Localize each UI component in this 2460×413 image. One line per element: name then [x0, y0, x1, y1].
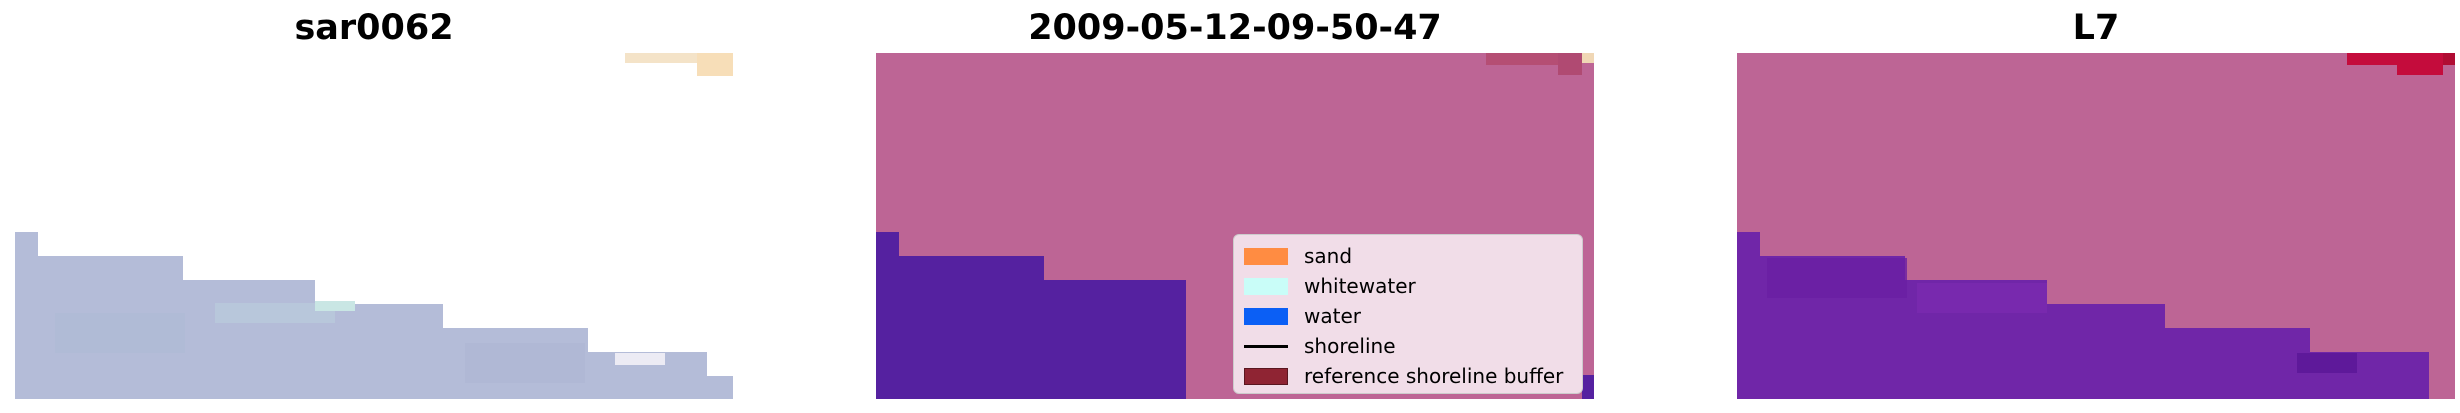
legend: sand whitewater water shoreline referenc… — [1233, 234, 1583, 394]
legend-item-reference-buffer: reference shoreline buffer — [1244, 361, 1572, 391]
legend-item-whitewater: whitewater — [1244, 271, 1572, 301]
legend-label: shoreline — [1304, 334, 1396, 358]
l7-image — [1737, 53, 2455, 399]
satellite-image — [15, 53, 733, 399]
panel-title: 2009-05-12-09-50-47 — [1028, 8, 1442, 48]
legend-label: reference shoreline buffer — [1304, 364, 1564, 388]
legend-item-water: water — [1244, 301, 1572, 331]
legend-item-shoreline: shoreline — [1244, 331, 1572, 361]
legend-item-sand: sand — [1244, 241, 1572, 271]
whitewater-swatch — [1244, 277, 1288, 295]
legend-label: sand — [1304, 244, 1353, 268]
sand-swatch — [1244, 247, 1288, 265]
legend-label: whitewater — [1304, 274, 1416, 298]
buffer-swatch — [1244, 367, 1288, 385]
panel-title: L7 — [2072, 8, 2120, 48]
panel-l7: L7 — [1737, 0, 2455, 413]
panel-sar: sar0062 — [15, 0, 733, 413]
shoreline-swatch — [1244, 344, 1288, 348]
panel-title: sar0062 — [294, 8, 454, 48]
legend-label: water — [1304, 304, 1361, 328]
water-swatch — [1244, 307, 1288, 325]
